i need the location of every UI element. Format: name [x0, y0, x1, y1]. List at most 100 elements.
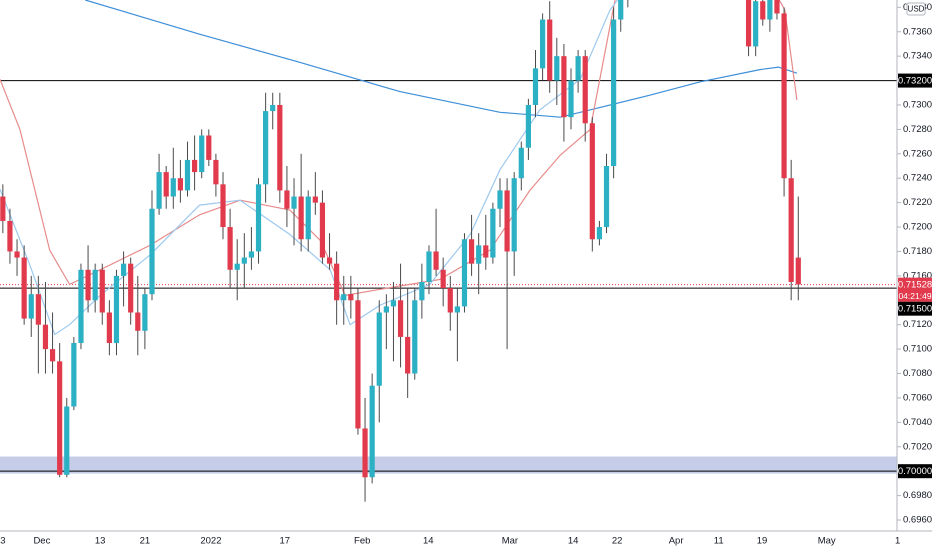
candle-body [575, 56, 581, 81]
countdown-box [898, 290, 932, 302]
candle-body [490, 208, 496, 258]
moving-average [85, 0, 798, 118]
price-line-label: 0.71500 [898, 304, 932, 315]
candle-body [156, 172, 162, 209]
candle-body [745, 0, 752, 47]
candle-body [99, 269, 105, 313]
candle-body [191, 159, 198, 173]
candle-body [468, 239, 475, 264]
candle-body [547, 19, 553, 81]
x-tick-label: 11 [714, 536, 724, 547]
candle-body [433, 251, 439, 270]
x-tick-label: 2022 [200, 536, 221, 547]
candle-body [383, 306, 389, 313]
x-tick-label: 13 [95, 536, 106, 547]
candle-body [355, 300, 361, 429]
x-tick-label: 19 [757, 536, 768, 547]
candle-body [518, 147, 524, 179]
x-tick-label: Mar [502, 536, 518, 547]
candle-body [334, 263, 340, 301]
candle-body [234, 263, 240, 270]
candle-body [128, 263, 134, 313]
candle-body [767, 0, 773, 20]
candle-body [483, 245, 489, 258]
candle-body [92, 269, 98, 301]
candle-body [298, 196, 304, 240]
candle-body [511, 178, 517, 252]
candle-body [319, 202, 326, 258]
candle-body [241, 257, 247, 264]
candle-body [561, 56, 567, 118]
candle-body [795, 257, 801, 285]
candle-body [426, 251, 432, 282]
candle-body [788, 178, 794, 282]
candle-body [362, 428, 368, 478]
candle-body [64, 406, 70, 475]
x-tick-label: 17 [280, 536, 291, 547]
x-tick-label: 21 [140, 536, 151, 547]
x-tick-label: 22 [612, 536, 623, 547]
candle-body [753, 1, 759, 47]
countdown: 04:21:49 [898, 291, 931, 301]
candle-body [312, 196, 318, 203]
x-tick-label: Dec [33, 536, 50, 547]
price-line-label: 0.70000 [898, 466, 932, 477]
candle-body [255, 184, 262, 252]
candle-body [596, 227, 603, 240]
candle-body [135, 312, 141, 331]
price-line-label-box [898, 464, 932, 479]
candle-body [603, 166, 610, 228]
x-tick-label: 14 [568, 536, 579, 547]
candle-body [42, 324, 49, 350]
candle-body [760, 1, 766, 20]
x-tick-label: May [818, 536, 836, 547]
support-zone [0, 456, 897, 474]
candle-body [142, 294, 148, 331]
candle-body [326, 257, 333, 264]
candle-body [106, 312, 112, 344]
candle-body [49, 349, 56, 362]
candle-body [532, 68, 539, 105]
candle-body [419, 281, 425, 301]
candle-body [0, 196, 6, 221]
current-price-label-box [898, 277, 932, 292]
x-tick-label: Apr [669, 536, 684, 547]
candle-body [781, 13, 787, 179]
candle-body [454, 306, 460, 313]
candle-body [440, 269, 446, 289]
candle-body [291, 196, 297, 209]
candle-body [390, 300, 397, 307]
x-tick-label: 1 [895, 536, 900, 547]
candle-body [163, 172, 169, 197]
candle-body [220, 184, 226, 228]
y-tick-label: 0.69600 [903, 515, 932, 526]
candle-body [405, 336, 411, 374]
candle-body [568, 80, 574, 118]
candle-body [28, 294, 34, 319]
candle-body [277, 104, 283, 191]
candle-body [7, 220, 13, 252]
candle-body [170, 178, 176, 197]
candle-body [57, 361, 63, 475]
candle-body [397, 300, 404, 337]
candle-body [206, 135, 212, 160]
currency-box [906, 2, 926, 16]
candle-body [14, 251, 20, 258]
candle-body [589, 123, 595, 240]
candle-body [341, 294, 347, 301]
candle-body [149, 208, 155, 295]
candle-body [184, 159, 191, 191]
